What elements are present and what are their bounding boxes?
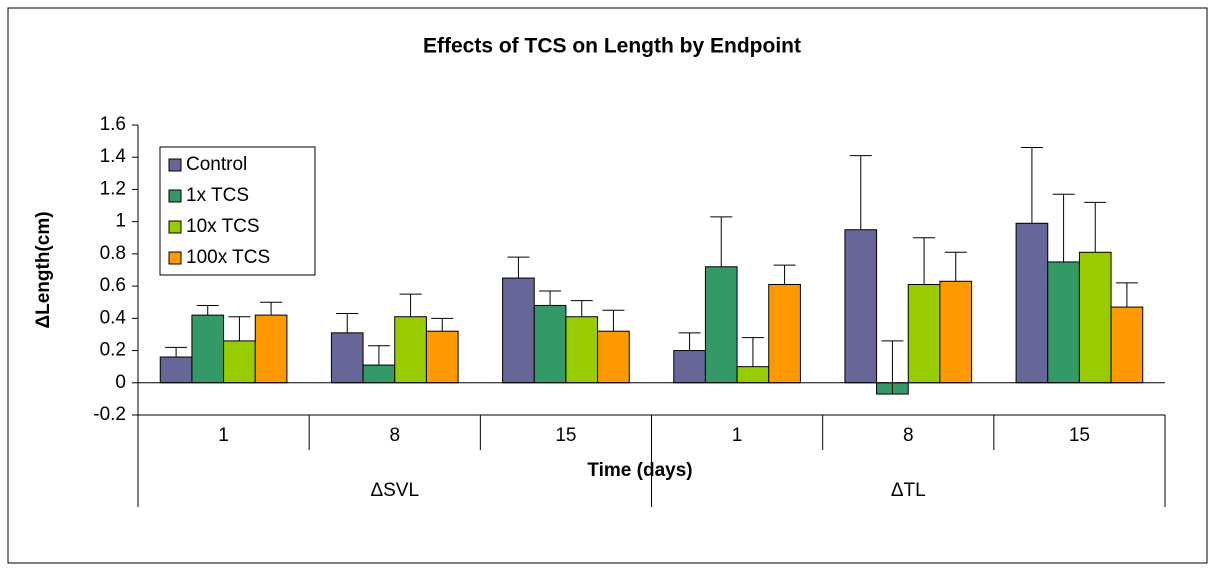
bar [1078, 251, 1112, 384]
y-tick-label: 1.2 [100, 178, 126, 199]
legend-label: 1x TCS [186, 185, 249, 206]
x-tick-label: 8 [903, 425, 914, 446]
bar [673, 350, 706, 384]
error-bar [260, 301, 283, 316]
bar [704, 266, 738, 384]
legend-box [159, 146, 316, 276]
bar [1047, 261, 1080, 384]
bar [736, 366, 770, 384]
error-bar [1020, 147, 1043, 224]
error-bar [944, 251, 967, 282]
y-tick-label: 0.6 [100, 275, 126, 296]
error-bar [849, 155, 872, 230]
error-bar [1052, 193, 1075, 262]
bar [844, 229, 878, 384]
error-bar [741, 337, 764, 367]
x-tick-label: 1 [218, 425, 229, 446]
error-bar [1084, 201, 1107, 253]
error-bar [228, 316, 251, 341]
bar [597, 330, 630, 384]
error-bar [913, 237, 936, 285]
error-bar [165, 346, 188, 357]
bar [223, 340, 256, 384]
bar [425, 330, 459, 384]
x-tick-label: 15 [555, 425, 576, 446]
error-bar [710, 216, 733, 267]
legend-swatch [168, 158, 182, 172]
legend-label: 10x TCS [186, 216, 260, 237]
x-tick-label: 1 [732, 425, 743, 446]
y-tick-label: 1 [115, 211, 126, 232]
error-bar [539, 290, 562, 306]
y-tick-label: 1.6 [100, 114, 126, 135]
y-tick-label: 0 [115, 372, 126, 393]
y-tick-label: 0.8 [100, 243, 126, 264]
bar [394, 316, 427, 384]
bar [939, 280, 973, 384]
error-bar [336, 313, 359, 333]
bar [1015, 222, 1049, 384]
error-bar [399, 293, 422, 317]
error-bar [570, 300, 593, 317]
bar [362, 364, 396, 384]
bar [907, 284, 941, 384]
chart-border [7, 7, 1208, 564]
error-bar [1115, 282, 1138, 308]
bar [565, 316, 599, 384]
bar [191, 314, 225, 384]
bar [159, 356, 193, 384]
x-axis-label: Time (days) [587, 460, 692, 481]
y-tick-label: 0.2 [100, 340, 126, 361]
error-bar [367, 345, 390, 366]
error-bar [881, 340, 904, 395]
bar [768, 284, 801, 384]
y-tick-label: -0.2 [93, 404, 126, 425]
x-tick-label: 15 [1069, 425, 1090, 446]
legend-swatch [168, 251, 182, 265]
bar [254, 314, 288, 384]
bar [533, 304, 567, 384]
y-tick-label: 1.4 [100, 146, 127, 167]
group-label: ΔSVL [370, 480, 419, 501]
error-bar [431, 317, 454, 332]
y-tick-label: 0.4 [100, 307, 127, 328]
error-bar [678, 332, 701, 351]
legend-swatch [168, 189, 182, 203]
group-label: ΔTL [891, 480, 926, 501]
legend-swatch [168, 220, 182, 234]
error-bar [602, 309, 625, 332]
error-bar [773, 264, 796, 285]
legend-label: 100x TCS [186, 247, 270, 268]
chart-title: Effects of TCS on Length by Endpoint [423, 35, 801, 58]
y-axis-label: ΔLength(cm) [33, 211, 54, 328]
error-bar [507, 256, 530, 279]
error-bar [196, 304, 219, 316]
bar [1110, 306, 1144, 384]
x-tick-label: 8 [389, 425, 400, 446]
bar [330, 332, 364, 384]
legend-label: Control [186, 154, 247, 175]
bar [502, 277, 535, 384]
